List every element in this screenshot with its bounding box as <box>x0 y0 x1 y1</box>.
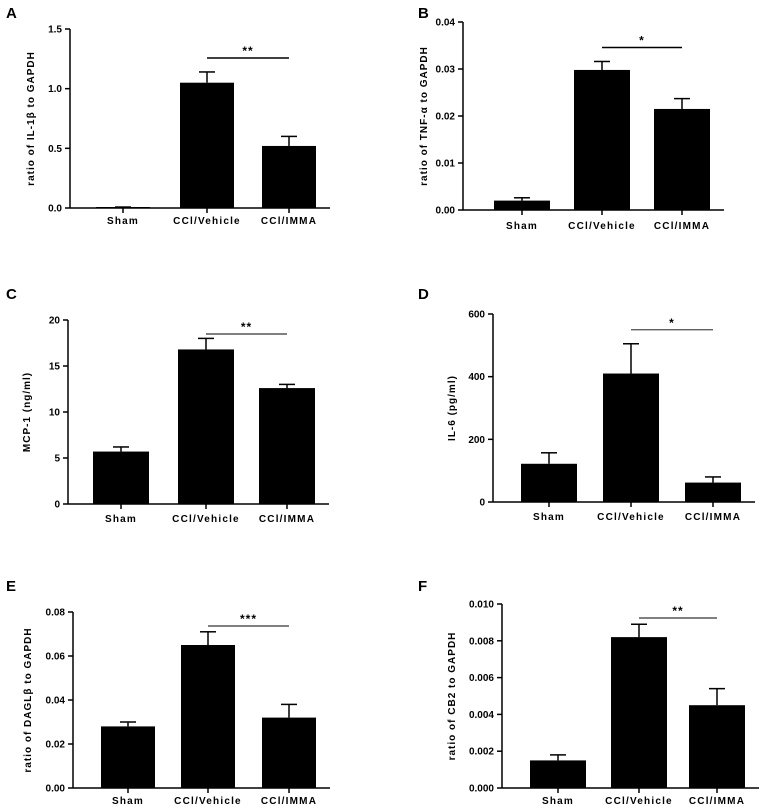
y-tick-label: 0.002 <box>469 747 494 758</box>
category-label: CCl/IMMA <box>654 221 710 232</box>
significance-label: *** <box>240 612 257 626</box>
y-tick-label: 10 <box>49 408 61 419</box>
category-label: Sham <box>533 512 565 523</box>
y-tick-label: 0.006 <box>469 673 494 684</box>
y-tick-label: 0.004 <box>469 710 494 721</box>
panel-a: A 0.0 0.5 1.0 1.5 Sham CCl/Vehicle CCl/IMMA rati… <box>6 5 330 227</box>
y-tick-label: 0.04 <box>46 696 66 707</box>
y-tick-label: 0.000 <box>469 784 494 795</box>
y-tick-label: 0.00 <box>436 206 456 217</box>
significance-label: ** <box>672 604 683 618</box>
bar-sham <box>93 451 149 504</box>
bar-ccl-imma <box>262 145 316 208</box>
bar-ccl-vehicle <box>180 82 234 208</box>
y-tick-label: 15 <box>49 362 61 373</box>
y-tick-label: 0 <box>479 498 485 509</box>
bar-sham <box>530 760 586 788</box>
category-label: CCl/Vehicle <box>173 216 241 227</box>
bar-ccl-vehicle <box>181 645 235 788</box>
y-axis-title: ratio of IL-1β to GAPDH <box>26 51 37 186</box>
significance-label: ** <box>241 320 252 334</box>
y-tick-label: 20 <box>49 316 61 327</box>
y-tick-label: 0.010 <box>469 600 494 611</box>
category-label: CCl/IMMA <box>685 512 741 523</box>
y-tick-label: 0 <box>54 500 60 511</box>
bar-ccl-vehicle <box>178 349 234 504</box>
significance-label: * <box>639 33 645 47</box>
y-tick-label: 0.02 <box>46 740 66 751</box>
category-label: CCl/Vehicle <box>172 514 240 525</box>
y-tick-label: 0.5 <box>48 144 62 155</box>
category-label: Sham <box>112 796 144 807</box>
y-tick-label: 1.5 <box>48 25 62 36</box>
bar-ccl-imma <box>259 388 315 504</box>
panel-c: C 0 5 10 15 20 Sham CCl/Vehicle CCl/IMMA MCP-1 (n… <box>6 286 329 525</box>
bar-ccl-imma <box>262 717 316 788</box>
y-tick-label: 0.08 <box>46 608 66 619</box>
bar-sham <box>101 726 155 788</box>
y-tick-label: 0.04 <box>436 18 456 29</box>
bar-sham <box>521 463 577 502</box>
panel-letter: A <box>6 5 17 22</box>
panel-d: D 0 200 400 600 Sham CCl/Vehicle CCl/IMMA IL-6 (… <box>418 286 755 523</box>
y-axis-title: ratio of CB2 to GAPDH <box>447 632 458 761</box>
panel-letter: B <box>418 5 429 22</box>
category-label: Sham <box>506 221 538 232</box>
category-label: CCl/Vehicle <box>568 221 636 232</box>
y-tick-label: 0.008 <box>469 636 494 647</box>
y-tick-label: 200 <box>468 435 485 446</box>
category-label: CCl/IMMA <box>261 216 317 227</box>
panel-f: F 0.000 0.002 0.004 0.006 0.008 0.010 Sham CCl/V… <box>418 578 759 807</box>
bar-ccl-imma <box>689 705 745 788</box>
y-tick-label: 600 <box>468 310 485 321</box>
significance-label: ** <box>242 44 253 58</box>
y-tick-label: 0.02 <box>436 112 456 123</box>
y-axis-title: ratio of TNF-α to GAPDH <box>419 46 430 186</box>
y-tick-label: 0.06 <box>46 652 66 663</box>
y-tick-label: 0.03 <box>436 65 456 76</box>
category-label: CCl/IMMA <box>261 796 317 807</box>
category-label: Sham <box>542 796 574 807</box>
y-tick-label: 1.0 <box>48 84 62 95</box>
bar-sham <box>494 200 550 210</box>
panel-letter: E <box>6 578 16 595</box>
y-tick-label: 0.0 <box>48 204 62 215</box>
bar-ccl-imma <box>654 108 710 210</box>
significance-label: * <box>669 316 675 330</box>
category-label: Sham <box>105 514 137 525</box>
bar-ccl-vehicle <box>574 69 630 210</box>
category-label: CCl/IMMA <box>689 796 745 807</box>
panel-b: B 0.00 0.01 0.02 0.03 0.04 Sham CCl/Vehicle CCl/… <box>418 5 724 232</box>
y-tick-label: 400 <box>468 372 485 383</box>
y-axis-title: MCP-1 (ng/ml) <box>22 372 33 452</box>
category-label: CCl/IMMA <box>259 514 315 525</box>
category-label: Sham <box>107 216 139 227</box>
y-tick-label: 5 <box>54 454 60 465</box>
panel-letter: D <box>418 286 429 303</box>
bar-ccl-vehicle <box>611 637 667 788</box>
y-tick-label: 0.01 <box>436 159 456 170</box>
panel-letter: C <box>6 286 17 303</box>
panel-letter: F <box>418 578 427 595</box>
category-label: CCl/Vehicle <box>597 512 665 523</box>
panel-e: E 0.00 0.02 0.04 0.06 0.08 Sham CCl/Vehicle CCl/… <box>6 578 330 807</box>
y-tick-label: 0.00 <box>46 784 66 795</box>
category-label: CCl/Vehicle <box>174 796 242 807</box>
bar-ccl-vehicle <box>603 373 659 502</box>
y-axis-title: IL-6 (pg/ml) <box>447 375 458 441</box>
category-label: CCl/Vehicle <box>605 796 673 807</box>
bar-ccl-imma <box>685 482 741 502</box>
y-axis-title: ratio of DAGLβ to GAPDH <box>23 627 34 772</box>
